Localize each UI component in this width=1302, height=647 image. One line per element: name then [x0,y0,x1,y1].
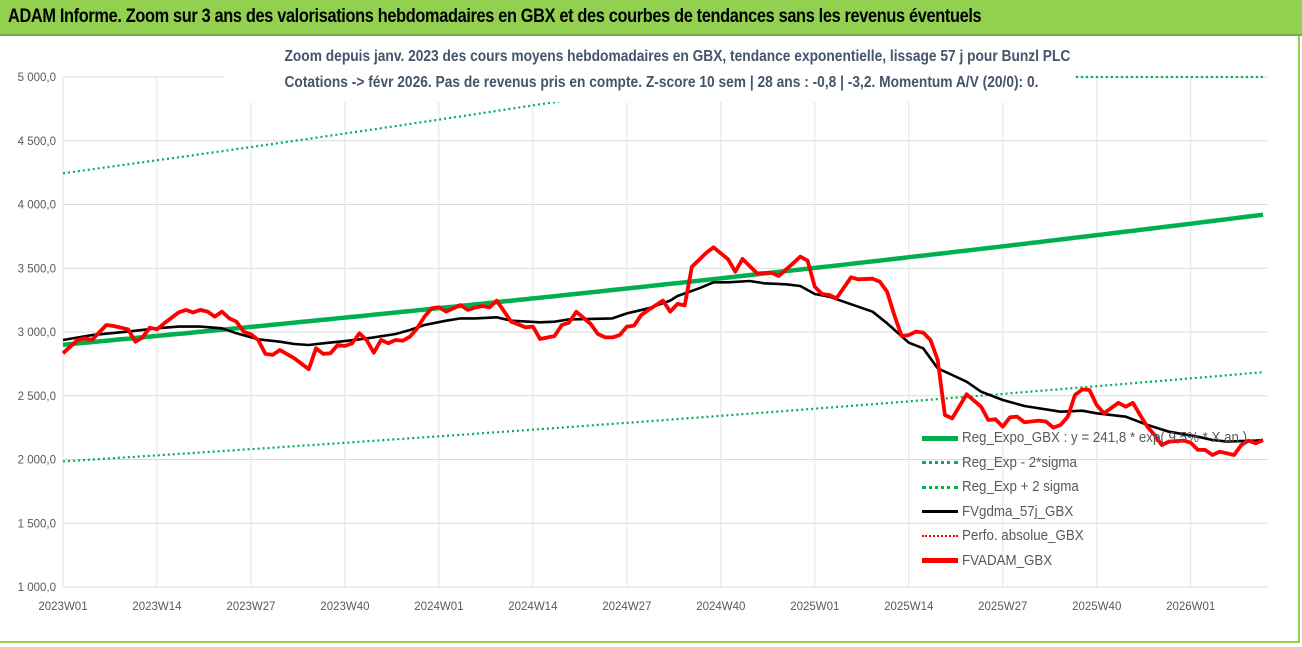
x-tick-label: 2026W01 [1166,601,1215,613]
legend-swatch [922,485,958,489]
legend-swatch [922,535,958,538]
series-line-fvgdma-57j-gbx [62,279,1264,443]
x-tick-label: 2024W01 [414,601,463,613]
legend-item-reg-expo: Reg_Expo_GBX : y = 241,8 * exp( 9,5% * X… [922,426,1272,451]
x-tick-label: 2025W14 [884,601,934,613]
x-tick-label: 2024W40 [696,601,745,613]
legend-label: Reg_Exp - 2*sigma [962,454,1077,471]
legend-item-fvgdma: FVgdma_57j_GBX [922,500,1272,525]
legend-label: FVgdma_57j_GBX [962,503,1074,520]
legend-swatch [922,558,958,564]
legend-item-reg-minus-2sigma: Reg_Exp - 2*sigma [922,451,1272,476]
legend-label: FVADAM_GBX [962,552,1053,569]
y-tick-label: 4 500,0 [18,136,56,148]
y-tick-label: 1 500,0 [18,518,56,530]
y-tick-label: 4 000,0 [18,200,56,212]
y-axis-ticks: 1 000,0 1 500,0 2 000,0 2 500,0 3 000,0 3 500… [18,72,56,594]
legend-item-fvadam: FVADAM_GBX [922,549,1272,574]
series-line-fvadam-gbx [61,245,1264,457]
series-layer [61,75,1264,463]
x-tick-label: 2023W40 [320,601,369,613]
y-tick-label: 2 500,0 [18,391,56,403]
series-line-reg-expo-gbx [62,212,1264,348]
page-title: ADAM Informe. Zoom sur 3 ans des valoris… [8,6,982,27]
x-tick-label: 2024W27 [602,601,651,613]
series-line-reg-exp [62,371,1264,463]
x-tick-label: 2023W01 [38,601,87,613]
legend-swatch [922,510,958,514]
legend-item-reg-plus-2sigma: Reg_Exp + 2 sigma [922,475,1272,500]
subtitle-line-2: Cotations -> févr 2026. Pas de revenus p… [284,74,1039,91]
x-tick-label: 2025W40 [1072,601,1121,613]
y-tick-label: 5 000,0 [18,72,56,84]
legend-swatch [922,435,958,441]
legend: Reg_Expo_GBX : y = 241,8 * exp( 9,5% * X… [922,426,1272,573]
subtitle-line-1: Zoom depuis janv. 2023 des cours moyens … [284,48,1071,65]
legend-swatch [922,461,958,465]
y-tick-label: 2 000,0 [18,455,56,467]
x-axis-ticks: 2023W01 2023W14 2023W27 2023W40 2024W01 2024W… [38,601,1215,613]
legend-label: Perfo. absolue_GBX [962,528,1084,545]
legend-item-perfo-absolue: Perfo. absolue_GBX [922,524,1272,549]
legend-label: Reg_Exp + 2 sigma [962,479,1079,496]
x-tick-label: 2025W27 [978,601,1027,613]
y-tick-label: 3 000,0 [18,327,56,339]
y-tick-label: 3 500,0 [18,263,56,275]
x-tick-label: 2023W14 [132,601,182,613]
x-tick-label: 2023W27 [226,601,275,613]
x-tick-label: 2025W01 [790,601,839,613]
y-tick-label: 1 000,0 [18,582,56,594]
x-tick-label: 2024W14 [508,601,558,613]
chart-frame [0,36,1300,643]
title-bar: ADAM Informe. Zoom sur 3 ans des valoris… [0,0,1302,36]
legend-label: Reg_Expo_GBX : y = 241,8 * exp( 9,5% * X… [962,430,1248,447]
chart-subtitle: Zoom depuis janv. 2023 des cours moyens … [225,44,1075,102]
